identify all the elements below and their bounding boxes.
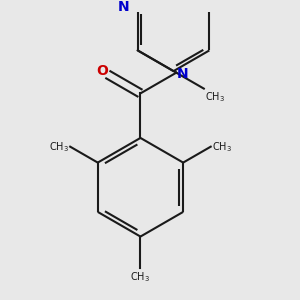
- Text: CH$_3$: CH$_3$: [49, 140, 69, 154]
- Text: CH$_3$: CH$_3$: [206, 90, 225, 104]
- Text: N: N: [177, 67, 188, 81]
- Text: N: N: [118, 1, 130, 14]
- Text: CH$_3$: CH$_3$: [130, 270, 151, 284]
- Text: O: O: [97, 64, 109, 78]
- Text: CH$_3$: CH$_3$: [212, 140, 232, 154]
